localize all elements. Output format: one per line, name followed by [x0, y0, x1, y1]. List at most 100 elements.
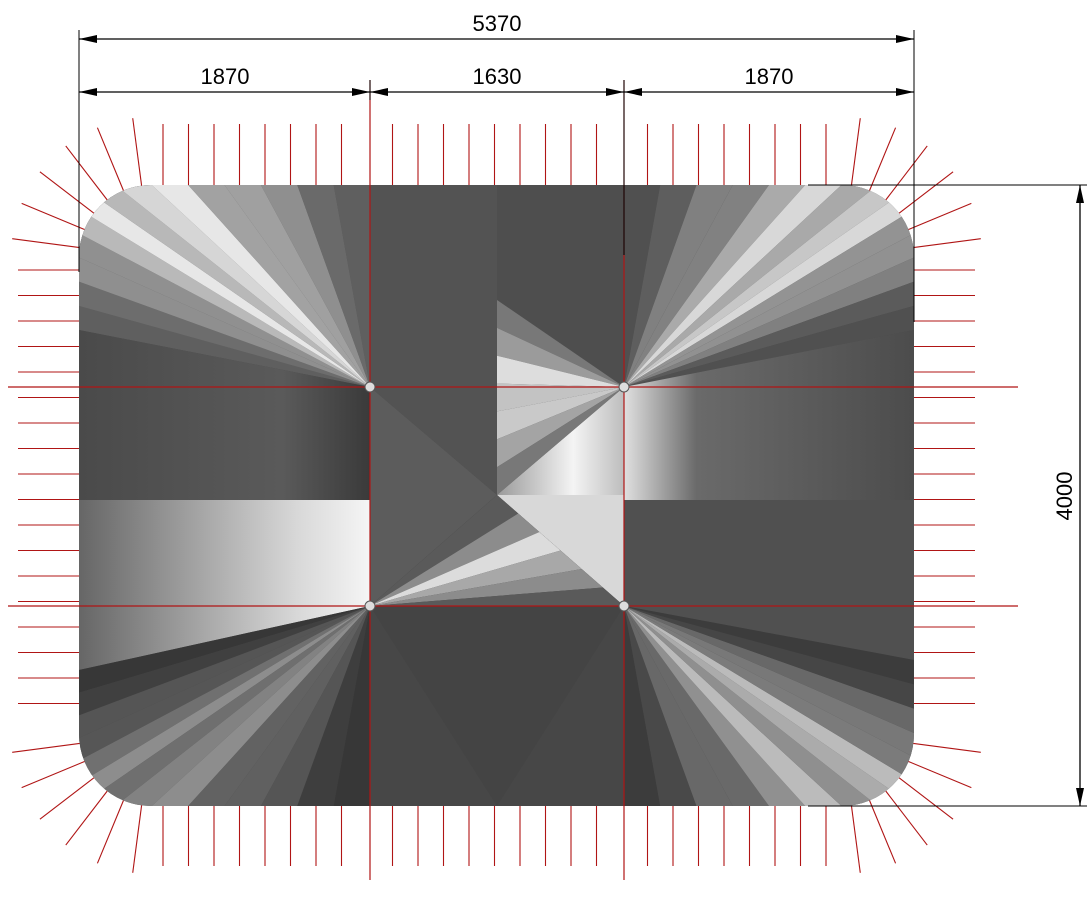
fan-wedge — [79, 606, 370, 806]
arrow-head — [624, 88, 642, 96]
arrow-head — [79, 35, 97, 43]
fan-wedge — [151, 185, 370, 387]
edge-line — [21, 761, 85, 789]
edge-line — [96, 800, 124, 864]
edge-radial-lines — [12, 118, 981, 873]
edge-line — [65, 145, 108, 201]
fan-wedge — [79, 606, 370, 784]
fan-wedge — [79, 305, 370, 387]
edge-line — [885, 790, 928, 846]
fan-top-left — [79, 185, 370, 387]
fan-center-upper — [497, 300, 624, 495]
dimension-annotations: 5370 1870 1630 1870 4000 — [78, 11, 1087, 807]
membrane-band-left-bottom — [79, 500, 370, 670]
fan-wedge — [79, 281, 370, 387]
edge-line — [885, 145, 928, 201]
edge-line — [132, 805, 143, 873]
arrow-head — [1076, 185, 1084, 203]
fan-wedge — [79, 606, 370, 761]
edge-line — [96, 127, 124, 191]
fan-wedge — [497, 387, 624, 495]
dimension-label-overall-width: 5370 — [473, 11, 522, 36]
edge-line — [39, 171, 95, 214]
edge-line — [908, 202, 972, 230]
fan-wedge — [497, 383, 624, 412]
edge-line — [850, 118, 861, 186]
arrow-head — [1076, 788, 1084, 806]
fan-wedge — [333, 185, 370, 387]
fan-wedge — [188, 185, 370, 387]
dimension-label-overall-height: 4000 — [1052, 472, 1077, 521]
arrow-head — [352, 88, 370, 96]
fan-wedge — [624, 606, 914, 685]
fan-wedge — [370, 587, 624, 606]
fan-wedge — [624, 185, 914, 387]
membrane-band-right-top — [624, 330, 914, 500]
dimension-label-middle-span: 1630 — [473, 64, 522, 89]
fan-wedge — [497, 355, 624, 387]
fan-wedge — [370, 569, 603, 606]
fan-wedge — [497, 327, 624, 387]
fan-wedge — [624, 606, 914, 806]
membrane-center-left — [370, 185, 497, 495]
fan-wedge — [624, 606, 914, 758]
fan-wedge — [115, 185, 370, 387]
mast-node — [618, 600, 630, 612]
fan-wedge — [79, 209, 370, 387]
fan-wedge — [370, 495, 519, 606]
fan-wedge — [624, 281, 914, 387]
mast-node — [364, 381, 376, 393]
edge-line — [898, 171, 954, 214]
fan-center-lower — [370, 495, 624, 606]
fan-wedge — [624, 305, 914, 387]
fan-wedge — [224, 606, 370, 806]
edge-line — [898, 777, 954, 820]
mast-node — [618, 381, 630, 393]
fan-wedge — [297, 185, 370, 387]
fan-wedge — [260, 185, 370, 387]
edge-line — [21, 202, 85, 230]
arrow-head — [79, 88, 97, 96]
fan-wedge — [333, 606, 370, 806]
membrane-center-lower-left — [370, 387, 497, 606]
fan-wedge — [151, 606, 370, 806]
mast-nodes — [364, 381, 630, 612]
membrane-band-right-bottom — [624, 500, 914, 660]
edge-line — [913, 742, 981, 753]
fan-wedge — [260, 606, 370, 806]
fan-bottom-left — [79, 606, 370, 806]
fan-wedge — [297, 606, 370, 806]
edge-line — [12, 742, 80, 753]
edge-line — [39, 777, 95, 820]
arrow-head — [370, 88, 388, 96]
fan-bottom-right — [624, 606, 914, 806]
arrow-head — [896, 88, 914, 96]
fan-wedge — [188, 606, 370, 806]
edge-line — [12, 238, 80, 249]
edge-line — [65, 790, 108, 846]
mast-node — [364, 600, 376, 612]
dimension-label-right-span: 1870 — [745, 64, 794, 89]
fan-wedge — [79, 606, 370, 716]
membrane-surface — [79, 185, 914, 806]
dimension-label-left-span: 1870 — [201, 64, 250, 89]
fan-wedge — [224, 185, 370, 387]
edge-line — [908, 761, 972, 789]
fan-wedge — [624, 606, 914, 782]
fan-wedge — [370, 532, 561, 606]
arrow-head — [606, 88, 624, 96]
arrow-head — [896, 35, 914, 43]
fan-wedge — [370, 513, 540, 606]
fan-top-right — [624, 185, 914, 387]
fan-wedge — [624, 606, 914, 733]
edge-line — [132, 118, 143, 186]
fan-wedge — [624, 257, 914, 387]
fan-wedge — [79, 606, 370, 693]
edge-line — [913, 238, 981, 249]
fan-wedge — [497, 387, 624, 468]
membrane-band-left-top — [79, 330, 370, 500]
fan-wedge — [115, 606, 370, 806]
edge-line — [850, 805, 861, 873]
fan-wedge — [497, 300, 624, 387]
